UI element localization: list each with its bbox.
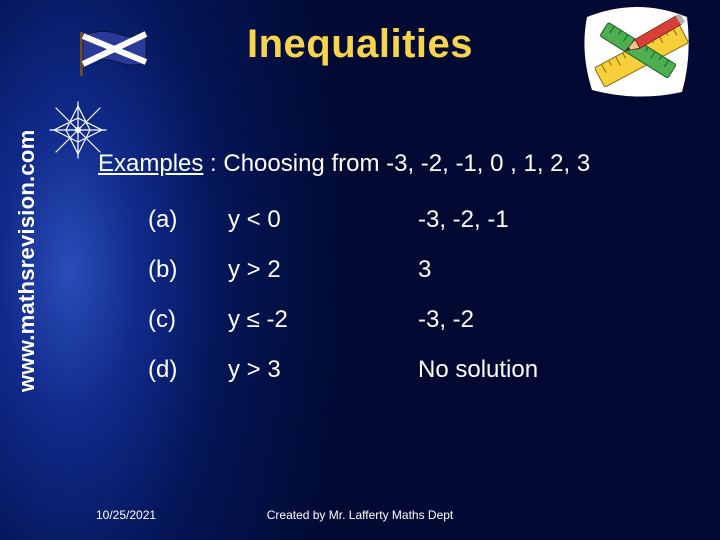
example-row: (a) y < 0 -3, -2, -1 [148,206,698,234]
page-title: Inequalities [0,22,720,67]
row-expression: y > 3 [228,356,418,384]
footer-credit: Created by Mr. Lafferty Maths Dept [0,508,720,522]
example-row: (c) y ≤ -2 -3, -2 [148,306,698,334]
row-label: (c) [148,306,228,334]
row-expression: y > 2 [228,256,418,284]
row-answer: 3 [418,256,638,284]
examples-rest: : Choosing from -3, -2, -1, 0 , 1, 2, 3 [203,150,590,177]
example-rows: (a) y < 0 -3, -2, -1 (b) y > 2 3 (c) y ≤… [98,206,698,384]
examples-heading: Examples : Choosing from -3, -2, -1, 0 ,… [98,150,698,178]
row-label: (d) [148,356,228,384]
example-row: (d) y > 3 No solution [148,356,698,384]
example-row: (b) y > 2 3 [148,256,698,284]
examples-label: Examples [98,150,203,177]
row-expression: y ≤ -2 [228,306,418,334]
side-url: www.mathsrevision.com [14,130,40,392]
row-label: (a) [148,206,228,234]
row-expression: y < 0 [228,206,418,234]
row-answer: -3, -2, -1 [418,206,638,234]
row-label: (b) [148,256,228,284]
row-answer: No solution [418,356,638,384]
content-area: Examples : Choosing from -3, -2, -1, 0 ,… [98,150,698,406]
row-answer: -3, -2 [418,306,638,334]
